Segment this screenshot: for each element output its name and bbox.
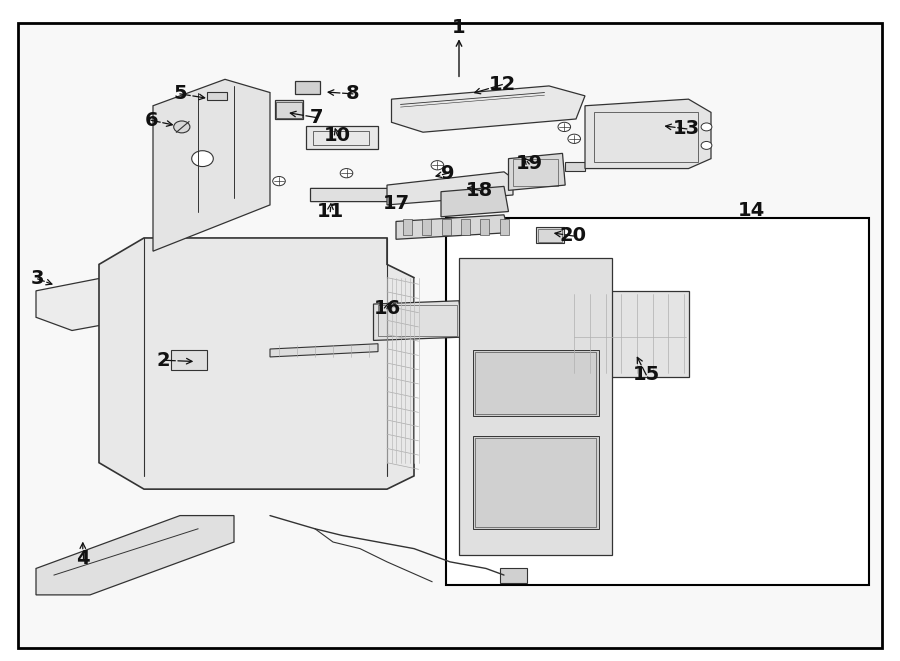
Polygon shape — [572, 291, 688, 377]
Polygon shape — [459, 258, 612, 555]
Bar — [472, 350, 598, 416]
Polygon shape — [306, 126, 378, 149]
Circle shape — [544, 159, 560, 171]
Bar — [295, 81, 320, 94]
Text: 9: 9 — [441, 164, 454, 182]
Text: 11: 11 — [317, 202, 344, 221]
Text: 6: 6 — [144, 111, 158, 130]
Bar — [403, 219, 412, 235]
Polygon shape — [585, 99, 711, 169]
Text: 2: 2 — [157, 351, 171, 369]
Polygon shape — [310, 188, 405, 202]
Polygon shape — [270, 344, 378, 357]
Text: 18: 18 — [466, 181, 493, 200]
Bar — [594, 112, 698, 162]
Polygon shape — [508, 153, 565, 190]
Bar — [276, 102, 302, 118]
Circle shape — [192, 151, 213, 167]
Text: 17: 17 — [382, 194, 410, 213]
Text: 14: 14 — [738, 201, 765, 219]
Bar — [207, 92, 227, 100]
Bar — [536, 227, 564, 243]
Bar — [513, 159, 558, 186]
Bar — [313, 131, 369, 145]
Polygon shape — [441, 186, 508, 217]
Bar — [500, 219, 508, 235]
Bar — [442, 219, 451, 235]
Polygon shape — [392, 86, 585, 132]
Bar — [461, 219, 470, 235]
Bar — [171, 350, 207, 370]
Text: 3: 3 — [31, 270, 45, 288]
Circle shape — [568, 134, 580, 143]
Bar — [500, 568, 526, 583]
Bar — [565, 162, 585, 171]
Polygon shape — [36, 516, 234, 595]
Bar — [475, 438, 596, 527]
Polygon shape — [374, 301, 464, 340]
Text: 13: 13 — [673, 120, 700, 138]
Text: 4: 4 — [76, 549, 90, 568]
Text: 5: 5 — [173, 85, 187, 103]
Bar — [274, 100, 303, 119]
Bar — [475, 352, 596, 414]
Text: 7: 7 — [310, 108, 323, 127]
Text: 16: 16 — [374, 299, 400, 318]
Text: 19: 19 — [516, 155, 543, 173]
Polygon shape — [99, 238, 414, 489]
Text: 15: 15 — [633, 366, 660, 384]
Circle shape — [431, 161, 444, 170]
Circle shape — [701, 141, 712, 149]
Circle shape — [273, 176, 285, 186]
Polygon shape — [153, 79, 270, 251]
Text: 8: 8 — [346, 85, 360, 103]
Bar — [422, 219, 431, 235]
Text: 1: 1 — [452, 19, 466, 37]
Circle shape — [701, 123, 712, 131]
Circle shape — [174, 121, 190, 133]
Polygon shape — [396, 215, 508, 239]
Text: 10: 10 — [324, 126, 351, 145]
Text: 12: 12 — [489, 75, 516, 94]
Text: 20: 20 — [560, 227, 587, 245]
Bar — [538, 229, 562, 242]
Bar — [472, 436, 598, 529]
Circle shape — [558, 122, 571, 132]
Bar — [481, 219, 490, 235]
Polygon shape — [387, 172, 513, 205]
Bar — [446, 218, 868, 585]
Bar — [378, 305, 457, 336]
Polygon shape — [36, 264, 225, 330]
Circle shape — [340, 169, 353, 178]
